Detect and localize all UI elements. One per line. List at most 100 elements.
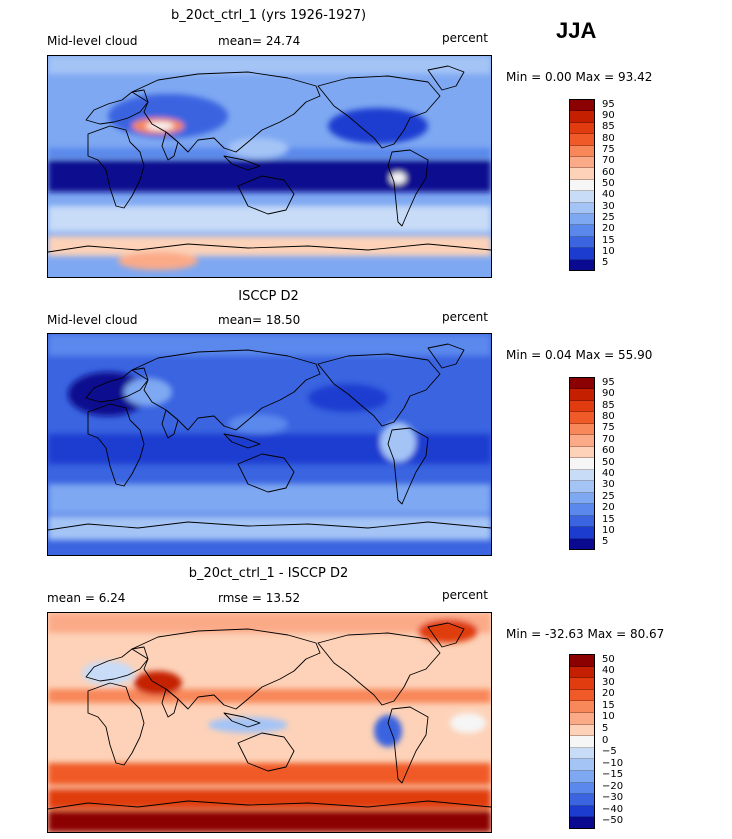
colorbar-tick-label: 70: [602, 433, 615, 445]
colorbar-tick-label: 40: [602, 467, 615, 479]
panel-2-range-text: Min = 0.04 Max = 55.90: [506, 348, 653, 362]
colorbar-swatch: [570, 655, 594, 667]
colorbar-swatch: [570, 515, 594, 528]
colorbar-swatch: [570, 446, 594, 459]
colorbar-swatch: [570, 817, 594, 828]
colorbar-tick-label: −10: [602, 757, 624, 769]
colorbar-tick-label: 90: [602, 110, 615, 121]
colorbar-tick-label: 10: [602, 711, 615, 723]
colorbar-tick-label: 95: [602, 98, 615, 110]
colorbar-swatch: [570, 794, 594, 806]
colorbar-tick-label: 80: [602, 132, 615, 144]
colorbar-swatch: [570, 481, 594, 493]
colorbar-swatch: [570, 179, 594, 192]
colorbar-tick-label: 20: [602, 223, 615, 235]
colorbar-tick-label: 80: [602, 410, 615, 422]
colorbar-swatch: [570, 458, 594, 470]
colorbar-swatch: [570, 747, 594, 760]
panel-1-colorbar: [569, 99, 595, 271]
colorbar-tick-label: 85: [602, 121, 615, 133]
colorbar-tick-label: 30: [602, 676, 615, 688]
colorbar-tick-label: 75: [602, 144, 615, 155]
panel-1-units-label: percent: [442, 31, 488, 45]
colorbar-swatch: [570, 527, 594, 539]
colorbar-swatch: [570, 202, 594, 215]
colorbar-swatch: [570, 469, 594, 482]
panel-1-mean-label: mean= 24.74: [218, 34, 301, 48]
colorbar-tick-label: −20: [602, 780, 624, 792]
colorbar-tick-label: 10: [602, 524, 615, 536]
colorbar-swatch: [570, 122, 594, 135]
colorbar-swatch: [570, 770, 594, 783]
colorbar-tick-label: 25: [602, 212, 615, 223]
panel-1-variable-label: Mid-level cloud: [47, 34, 138, 48]
colorbar-swatch: [570, 701, 594, 713]
colorbar-swatch: [570, 435, 594, 447]
panel-3-map-svg: [48, 613, 491, 832]
colorbar-tick-label: 95: [602, 376, 615, 388]
colorbar-swatch: [570, 389, 594, 401]
colorbar-tick-label: 5: [602, 257, 609, 269]
colorbar-swatch: [570, 111, 594, 123]
panel-1-map-svg: [48, 56, 491, 277]
panel-2-colorbar: [569, 377, 595, 550]
colorbar-tick-label: 30: [602, 479, 615, 491]
colorbar-swatch: [570, 538, 594, 550]
colorbar-swatch: [570, 492, 594, 505]
colorbar-tick-label: 40: [602, 189, 615, 201]
colorbar-tick-label: 25: [602, 490, 615, 502]
panel-2-map-svg: [48, 334, 491, 555]
colorbar-tick-label: 15: [602, 513, 615, 525]
colorbar-tick-label: 5: [602, 722, 609, 734]
season-label: JJA: [556, 18, 597, 43]
colorbar-tick-label: −50: [602, 815, 624, 827]
colorbar-tick-label: 20: [602, 502, 615, 514]
colorbar-tick-label: 5: [602, 536, 609, 548]
colorbar-swatch: [570, 724, 594, 737]
colorbar-tick-label: 10: [602, 246, 615, 257]
colorbar-swatch: [570, 145, 594, 158]
panel-2-map: [47, 333, 492, 556]
panel-3-rmse-label: rmse = 13.52: [218, 591, 301, 605]
colorbar-swatch: [570, 157, 594, 169]
panel-2-units-label: percent: [442, 310, 488, 324]
colorbar-swatch: [570, 423, 594, 436]
colorbar-swatch: [570, 225, 594, 237]
colorbar-tick-label: 15: [602, 699, 615, 711]
colorbar-swatch: [570, 782, 594, 795]
colorbar-swatch: [570, 689, 594, 702]
panel-3-units-label: percent: [442, 588, 488, 602]
panel-3-colorbar: [569, 654, 595, 829]
colorbar-tick-label: 70: [602, 155, 615, 167]
colorbar-swatch: [570, 805, 594, 818]
colorbar-swatch: [570, 168, 594, 180]
panel-2-mean-label: mean= 18.50: [218, 313, 301, 327]
panel-3-title: b_20ct_ctrl_1 - ISCCP D2: [188, 566, 349, 581]
panel-1-range-text: Min = 0.00 Max = 93.42: [506, 70, 653, 84]
colorbar-tick-label: 50: [602, 178, 615, 189]
colorbar-swatch: [570, 712, 594, 725]
colorbar-swatch: [570, 759, 594, 771]
colorbar-swatch: [570, 678, 594, 690]
panel-3-range-text: Min = -32.63 Max = 80.67: [506, 627, 665, 641]
colorbar-tick-label: 40: [602, 665, 615, 677]
colorbar-tick-label: 60: [602, 445, 615, 457]
colorbar-tick-label: 20: [602, 688, 615, 700]
panel-3-mean-label: mean = 6.24: [47, 591, 126, 605]
colorbar-swatch: [570, 100, 594, 112]
panel-2-title: ISCCP D2: [238, 289, 299, 304]
colorbar-tick-label: 50: [602, 456, 615, 468]
colorbar-tick-label: 0: [602, 734, 609, 746]
colorbar-swatch: [570, 400, 594, 413]
colorbar-tick-label: −40: [602, 803, 624, 815]
colorbar-swatch: [570, 504, 594, 516]
colorbar-swatch: [570, 134, 594, 146]
colorbar-swatch: [570, 191, 594, 203]
panel-1-title: b_20ct_ctrl_1 (yrs 1926-1927): [170, 8, 367, 23]
colorbar-swatch: [570, 412, 594, 424]
colorbar-tick-label: 90: [602, 388, 615, 400]
panel-2-variable-label: Mid-level cloud: [47, 313, 138, 327]
colorbar-swatch: [570, 214, 594, 226]
colorbar-tick-label: −5: [602, 746, 617, 758]
colorbar-swatch: [570, 248, 594, 260]
